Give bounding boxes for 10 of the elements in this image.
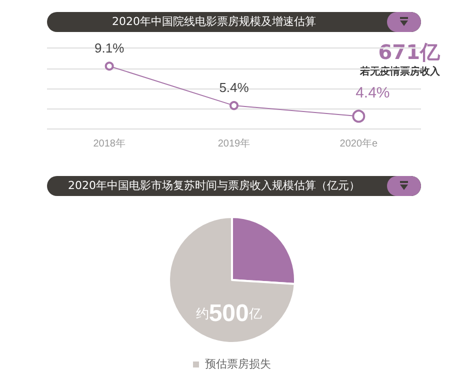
data-label: 5.4% <box>219 80 250 96</box>
x-tick-label: 2018年 <box>93 138 126 150</box>
data-label: 4.4% <box>356 84 390 102</box>
legend-label: 预估票房损失 <box>205 358 271 370</box>
annotation: 671亿 <box>378 40 441 64</box>
chart-title: 2020年中国院线电影票房规模及增速估算 <box>111 14 317 30</box>
x-tick-label: 2020年e <box>340 138 378 150</box>
x-tick-label: 2019年 <box>218 138 250 150</box>
chart-title: 2020年中国电影市场复苏时间与票房收入规模估算（亿元） <box>67 178 361 194</box>
data-label: 9.1% <box>94 40 125 56</box>
